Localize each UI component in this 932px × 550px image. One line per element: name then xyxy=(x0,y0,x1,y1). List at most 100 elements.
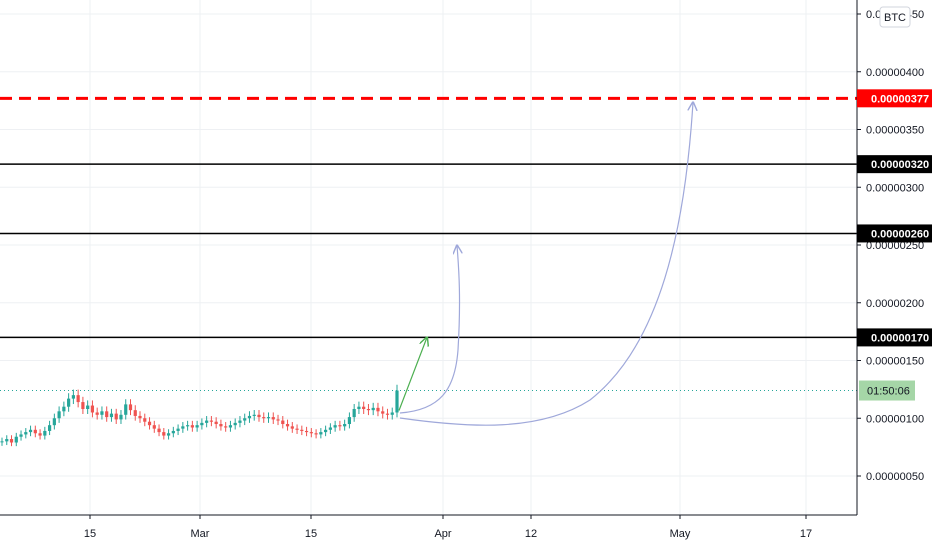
candle xyxy=(352,404,356,422)
level-tag-label: 0.00000260 xyxy=(871,228,929,240)
candle xyxy=(376,402,380,417)
candle-body xyxy=(333,425,337,428)
candle xyxy=(100,406,104,420)
candle xyxy=(214,417,218,429)
candle-body xyxy=(157,428,161,433)
candle xyxy=(238,416,242,428)
candle-body xyxy=(366,409,371,411)
candle-body xyxy=(233,422,237,426)
candle-body xyxy=(47,425,52,431)
candle xyxy=(333,420,337,432)
candle-body xyxy=(190,425,194,428)
x-tick-label: Mar xyxy=(191,528,210,540)
candle xyxy=(57,406,61,423)
candle xyxy=(224,422,228,432)
candle xyxy=(119,410,123,424)
candle-body xyxy=(138,415,142,419)
candle-body xyxy=(124,404,128,415)
candle xyxy=(371,402,375,416)
candle xyxy=(290,422,294,433)
candle xyxy=(385,408,390,420)
level-price-tag: 0.00000260 xyxy=(857,224,932,243)
x-tick-label: 17 xyxy=(800,528,812,540)
candle-body xyxy=(43,430,47,436)
candle-body xyxy=(324,429,328,433)
candle-body xyxy=(162,432,166,436)
candle-body xyxy=(285,424,290,427)
candle xyxy=(309,428,313,438)
projection-curve-short[interactable] xyxy=(399,245,460,414)
price-axis[interactable]: 0.000004500.000004000.000003500.00000300… xyxy=(857,9,924,483)
candle-body xyxy=(328,427,332,430)
candle-body xyxy=(171,430,175,434)
candle xyxy=(138,411,142,423)
candle xyxy=(200,418,204,430)
time-axis[interactable]: 15 Mar 15 Apr 12 May 17 xyxy=(84,515,812,540)
candle xyxy=(95,407,99,420)
candle xyxy=(195,420,199,432)
candle-body xyxy=(243,418,247,421)
candle-body xyxy=(19,434,23,437)
projection-curve-long[interactable] xyxy=(399,102,693,426)
y-tick-label: 0.00000300 xyxy=(866,182,924,194)
candle xyxy=(90,400,95,418)
candle-body xyxy=(28,429,33,433)
candle-body xyxy=(62,406,66,412)
countdown-tag-bg xyxy=(859,380,915,401)
candlestick-series xyxy=(0,384,399,447)
level-price-tag: 0.00000320 xyxy=(857,155,932,174)
candle-body xyxy=(81,402,85,410)
candle-body xyxy=(271,417,275,420)
y-tick-label: 0.00000200 xyxy=(866,298,924,310)
candle-body xyxy=(109,413,114,418)
candle-body xyxy=(205,420,209,423)
candle xyxy=(43,426,47,440)
countdown-tag-label: 01:50:06 xyxy=(867,386,910,398)
candle xyxy=(395,384,399,418)
candle xyxy=(9,435,14,447)
candle-body xyxy=(309,432,313,434)
candle-body xyxy=(95,412,99,415)
level-tag-label: 0.00000320 xyxy=(871,159,929,171)
candle xyxy=(14,432,18,447)
candle xyxy=(319,428,323,439)
candle xyxy=(67,393,71,412)
candle-body xyxy=(357,406,361,410)
candle-body xyxy=(314,433,318,435)
candle xyxy=(33,425,37,438)
candle xyxy=(181,422,185,433)
candle-body xyxy=(38,433,42,436)
candle-body xyxy=(86,405,90,410)
candle-body xyxy=(300,429,304,431)
candle-body xyxy=(257,414,261,418)
candle xyxy=(390,407,394,420)
candle xyxy=(247,411,252,423)
candle xyxy=(52,413,56,430)
candle xyxy=(47,420,52,436)
y-tick-label: 0.00000400 xyxy=(866,67,924,79)
candle-body xyxy=(105,411,109,418)
candle xyxy=(219,419,223,431)
candle-body xyxy=(376,407,380,412)
candle-body xyxy=(395,390,399,413)
candle-body xyxy=(195,425,199,428)
projection-arrow-green[interactable] xyxy=(398,337,427,411)
candle-body xyxy=(390,412,394,415)
grid-lines xyxy=(0,0,857,515)
candle-body xyxy=(33,429,37,434)
candle xyxy=(281,416,285,429)
candle xyxy=(128,399,133,416)
candle xyxy=(109,408,114,422)
candle xyxy=(343,419,347,431)
candle xyxy=(28,425,33,437)
candle-body xyxy=(90,405,95,413)
candle-body xyxy=(343,424,347,427)
y-tick-label: 0.00000100 xyxy=(866,413,924,425)
projection-arrows[interactable] xyxy=(398,102,693,426)
horizontal-levels[interactable] xyxy=(0,96,857,392)
level-price-tag: 0.00000170 xyxy=(857,328,932,347)
candle xyxy=(271,412,275,424)
candle xyxy=(114,408,118,424)
candle-body xyxy=(76,395,80,403)
